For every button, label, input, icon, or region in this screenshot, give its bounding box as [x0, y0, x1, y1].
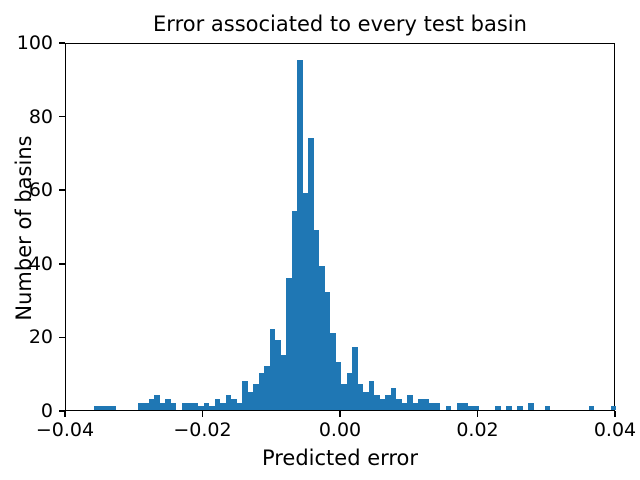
x-tick-label: 0.00 — [318, 419, 362, 441]
x-tick-mark — [614, 411, 616, 417]
histogram-bar — [242, 380, 248, 410]
histogram-bar — [247, 391, 253, 410]
histogram-bar — [220, 402, 226, 410]
histogram-bar — [253, 384, 259, 410]
x-tick-mark — [64, 411, 66, 417]
histogram-bar — [495, 406, 501, 410]
histogram-bar — [286, 277, 292, 410]
histogram-bar — [341, 384, 347, 410]
x-tick-label: 0.04 — [593, 419, 637, 441]
y-axis-label: Number of basins — [12, 135, 36, 321]
histogram-bar — [93, 406, 99, 410]
y-tick-label: 100 — [16, 32, 53, 54]
x-tick-label: 0.02 — [456, 419, 499, 441]
histogram-bar — [203, 402, 209, 410]
histogram-bar — [214, 398, 220, 410]
x-tick-label: −0.02 — [173, 419, 232, 441]
histogram-bar — [429, 402, 435, 410]
histogram-bar — [280, 354, 286, 410]
plot-area — [65, 43, 616, 411]
histogram-bar — [357, 384, 363, 410]
histogram-bar — [544, 406, 550, 410]
histogram-bar — [445, 406, 451, 410]
histogram-bar — [352, 347, 358, 410]
histogram-bar — [396, 398, 402, 410]
histogram-bar — [528, 402, 534, 410]
y-tick-label: 40 — [28, 252, 53, 275]
y-tick-mark — [59, 410, 65, 412]
histogram-bar — [148, 398, 154, 410]
histogram-bar — [385, 395, 391, 410]
x-tick-mark — [201, 411, 204, 417]
histogram-bar — [401, 402, 407, 410]
histogram-bar — [198, 406, 204, 410]
y-tick-label: 80 — [28, 105, 53, 128]
histogram-bar — [473, 406, 479, 410]
histogram-bar — [423, 398, 429, 410]
y-tick-mark — [59, 263, 65, 265]
histogram-bar — [225, 395, 231, 410]
histogram-bar — [462, 402, 468, 410]
histogram-bar — [588, 406, 594, 410]
y-tick-mark — [59, 189, 65, 191]
x-tick-mark — [476, 411, 479, 417]
histogram-bar — [154, 395, 160, 410]
histogram-bar — [390, 387, 396, 410]
histogram-bar — [231, 398, 237, 410]
histogram-bars — [66, 44, 616, 410]
x-tick-mark — [339, 411, 341, 417]
histogram-bar — [258, 373, 264, 410]
histogram-bar — [313, 229, 319, 410]
histogram-bar — [137, 402, 143, 410]
y-tick-mark — [59, 115, 65, 118]
histogram-bar — [99, 406, 105, 410]
histogram-bar — [374, 395, 380, 410]
histogram-bar — [104, 406, 110, 410]
histogram-bar — [308, 137, 314, 410]
y-tick-label: 60 — [28, 179, 53, 202]
histogram-bar — [187, 402, 193, 410]
histogram-bar — [418, 398, 424, 410]
histogram-bar — [324, 292, 330, 410]
histogram-bar — [275, 340, 281, 410]
histogram-bar — [291, 211, 297, 410]
y-tick-mark — [59, 42, 65, 44]
histogram-bar — [264, 365, 270, 410]
histogram-bar — [407, 395, 413, 410]
histogram-bar — [610, 406, 616, 410]
histogram-bar — [143, 402, 149, 410]
histogram-bar — [363, 391, 369, 410]
histogram-bar — [346, 373, 352, 410]
histogram-bar — [379, 398, 385, 410]
histogram-bar — [269, 329, 275, 410]
histogram-bar — [456, 402, 462, 410]
histogram-bar — [170, 402, 176, 410]
histogram-bar — [302, 192, 308, 410]
histogram-bar — [319, 266, 325, 410]
histogram-bar — [236, 402, 242, 410]
histogram-bar — [434, 402, 440, 410]
x-tick-label: −0.04 — [35, 419, 95, 441]
histogram-bar — [181, 402, 187, 410]
histogram-bar — [165, 398, 171, 410]
histogram-bar — [467, 406, 473, 410]
y-tick-mark — [59, 336, 65, 339]
x-axis-label: Predicted error — [261, 446, 419, 470]
histogram-bar — [159, 402, 165, 410]
histogram-bar — [297, 60, 303, 410]
histogram-bar — [335, 362, 341, 410]
histogram-bar — [110, 406, 116, 410]
histogram-bar — [330, 332, 336, 410]
y-tick-label: 20 — [28, 326, 53, 349]
histogram-bar — [368, 380, 374, 410]
histogram-bar — [517, 406, 523, 410]
y-tick-label: 0 — [40, 400, 53, 422]
chart-title: Error associated to every test basin — [153, 12, 527, 36]
histogram-bar — [506, 406, 512, 410]
histogram-bar — [192, 402, 198, 410]
histogram-bar — [412, 402, 418, 410]
histogram-bar — [209, 406, 215, 410]
